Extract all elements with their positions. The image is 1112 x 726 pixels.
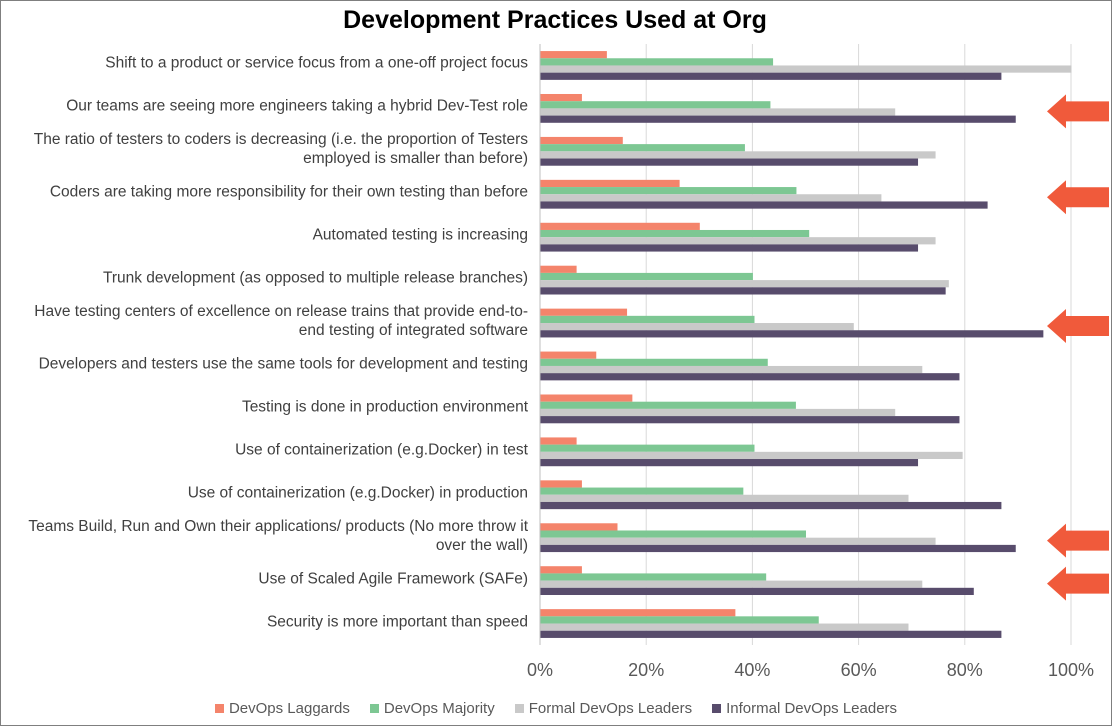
highlight-arrow-icon — [1047, 180, 1109, 215]
bar-majority — [540, 144, 745, 152]
category-label: Use of containerization (e.g.Docker) in … — [187, 484, 528, 502]
category-label: Teams Build, Run and Own their applicati… — [28, 517, 528, 554]
category-label: Security is more important than speed — [266, 613, 528, 631]
bar-laggards — [540, 179, 680, 188]
bar-majority — [540, 573, 767, 581]
legend-swatch — [514, 704, 524, 713]
bar-informal — [540, 244, 919, 252]
bar-laggards — [540, 523, 618, 531]
bar-majority — [540, 229, 810, 238]
category-label: Shift to a product or service focus from… — [105, 54, 528, 72]
x-tick-label: 0% — [526, 660, 553, 680]
legend-item-laggards: DevOps Laggards — [214, 700, 350, 717]
category-label: Use of containerization (e.g.Docker) in … — [235, 441, 528, 459]
x-tick-label: 80% — [946, 660, 983, 680]
bar-formal — [540, 280, 949, 288]
chart-title: Development Practices Used at Org — [343, 6, 767, 34]
bar-laggards — [540, 222, 700, 230]
legend-label: DevOps Laggards — [228, 700, 350, 717]
category-label: Developers and testers use the same tool… — [38, 355, 528, 373]
legend: DevOps Laggards DevOps Majority Formal Dev… — [0, 700, 1112, 717]
bar-majority — [540, 187, 797, 195]
legend-label: Informal DevOps Leaders — [726, 700, 898, 717]
bar-formal — [540, 65, 1072, 73]
category-label: Use of Scaled Agile Framework (SAFe) — [258, 570, 528, 588]
category-label: Our teams are seeing more engineers taki… — [66, 97, 528, 115]
bar-formal — [540, 408, 896, 417]
legend-item-formal: Formal DevOps Leaders — [514, 700, 693, 717]
x-tick-label: 20% — [628, 660, 665, 680]
bar-laggards — [540, 566, 582, 574]
bar-informal — [540, 459, 919, 467]
bar-laggards — [540, 265, 577, 273]
bar-formal — [540, 194, 882, 202]
bar-laggards — [540, 437, 577, 445]
bar-formal — [540, 237, 936, 245]
bar-majority — [540, 444, 755, 452]
bar-informal — [540, 201, 988, 209]
bar-laggards — [540, 308, 628, 316]
bar-formal — [540, 537, 936, 545]
bar-informal — [540, 630, 1002, 638]
bar-informal — [540, 501, 1002, 510]
bar-informal — [540, 373, 960, 381]
highlight-arrow-icon — [1047, 523, 1109, 558]
bar-informal — [540, 587, 974, 596]
bar-formal — [540, 580, 923, 588]
legend-item-informal: Informal DevOps Leaders — [712, 700, 897, 717]
bar-informal — [540, 544, 1016, 553]
bar-majority — [540, 101, 771, 109]
category-label: Trunk development (as opposed to multipl… — [102, 269, 528, 287]
bar-informal — [540, 330, 1044, 338]
bar-majority — [540, 358, 768, 366]
bar-formal — [540, 451, 963, 460]
category-label: Testing is done in production environmen… — [241, 398, 528, 416]
bar-majority — [540, 616, 819, 624]
legend-swatch — [712, 704, 722, 713]
legend-swatch — [369, 704, 379, 713]
bar-informal — [540, 72, 1002, 80]
bar-laggards — [540, 93, 582, 102]
bar-informal — [540, 416, 960, 424]
bar-laggards — [540, 51, 607, 59]
bar-formal — [540, 623, 909, 631]
bar-formal — [540, 151, 936, 159]
bar-majority — [540, 487, 744, 495]
x-tick-label: 100% — [1047, 660, 1095, 680]
legend-swatch — [214, 704, 224, 713]
bar-laggards — [540, 136, 623, 145]
legend-label: Formal DevOps Leaders — [528, 700, 693, 717]
bar-majority — [540, 401, 796, 409]
bar-formal — [540, 494, 909, 502]
bar-formal — [540, 323, 854, 331]
bar-formal — [540, 365, 923, 374]
bar-laggards — [540, 480, 582, 488]
bar-majority — [540, 272, 753, 281]
bar-majority — [540, 530, 806, 538]
category-label: Have testing centers of excellence on re… — [34, 303, 528, 340]
category-label: The ratio of testers to coders is decrea… — [33, 131, 528, 168]
bar-laggards — [540, 351, 597, 359]
bar-majority — [540, 58, 774, 66]
bar-informal — [540, 158, 919, 166]
category-label: Coders are taking more responsibility fo… — [49, 183, 528, 201]
bar-formal — [540, 108, 896, 116]
highlight-arrow-icon — [1047, 566, 1109, 601]
highlight-arrow-icon — [1047, 94, 1109, 129]
x-tick-label: 40% — [734, 660, 771, 680]
x-tick-label: 60% — [840, 660, 877, 680]
bar-informal — [540, 115, 1016, 123]
bar-informal — [540, 287, 946, 295]
legend-label: DevOps Majority — [383, 700, 495, 717]
bar-laggards — [540, 394, 633, 402]
highlight-arrow-icon — [1047, 309, 1109, 344]
bar-majority — [540, 315, 755, 324]
category-label: Automated testing is increasing — [312, 226, 528, 244]
legend-item-majority: DevOps Majority — [369, 700, 495, 717]
bar-laggards — [540, 609, 736, 617]
